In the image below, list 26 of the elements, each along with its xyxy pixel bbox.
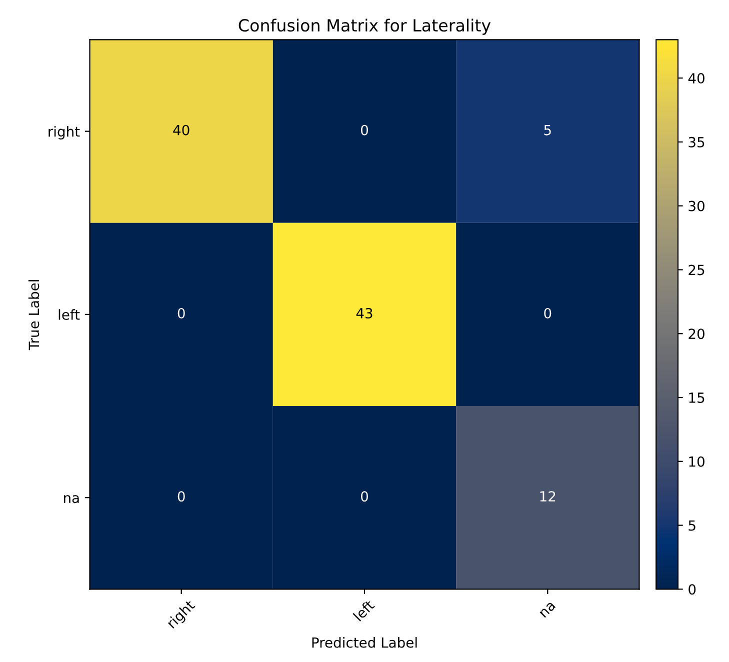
y-axis-title: True Label bbox=[28, 280, 40, 350]
data-label: 0 bbox=[178, 308, 185, 318]
color-bar-label: 30 bbox=[688, 200, 704, 212]
y-tick-label: left bbox=[58, 309, 80, 320]
x-tick-label: na bbox=[540, 602, 556, 618]
x-axis-title: Predicted Label bbox=[312, 637, 417, 648]
data-label: 12 bbox=[540, 491, 556, 502]
color-bar-label: 20 bbox=[688, 328, 704, 340]
data-label: 43 bbox=[356, 308, 372, 318]
color-bar-label: 25 bbox=[688, 264, 704, 276]
color-bar-label: 10 bbox=[689, 456, 704, 467]
color-bar-label: 40 bbox=[688, 73, 704, 84]
data-label: 5 bbox=[544, 125, 551, 136]
color-bar-label: 35 bbox=[688, 136, 704, 148]
data-label: 0 bbox=[178, 491, 185, 502]
y-tick-label: right bbox=[48, 126, 80, 140]
data-label: 0 bbox=[360, 491, 368, 502]
data-label: 0 bbox=[360, 124, 368, 136]
x-tick-label: left bbox=[352, 599, 376, 622]
chart-title: Confusion Matrix for Laterality bbox=[238, 18, 491, 35]
y-tick-label: na bbox=[64, 495, 79, 504]
color-bar-label: 15 bbox=[689, 392, 704, 403]
data-label: 0 bbox=[544, 308, 552, 318]
color-bar-label: 5 bbox=[688, 520, 696, 531]
color-bar-label: 0 bbox=[688, 584, 696, 595]
data-label: 40 bbox=[173, 124, 190, 136]
